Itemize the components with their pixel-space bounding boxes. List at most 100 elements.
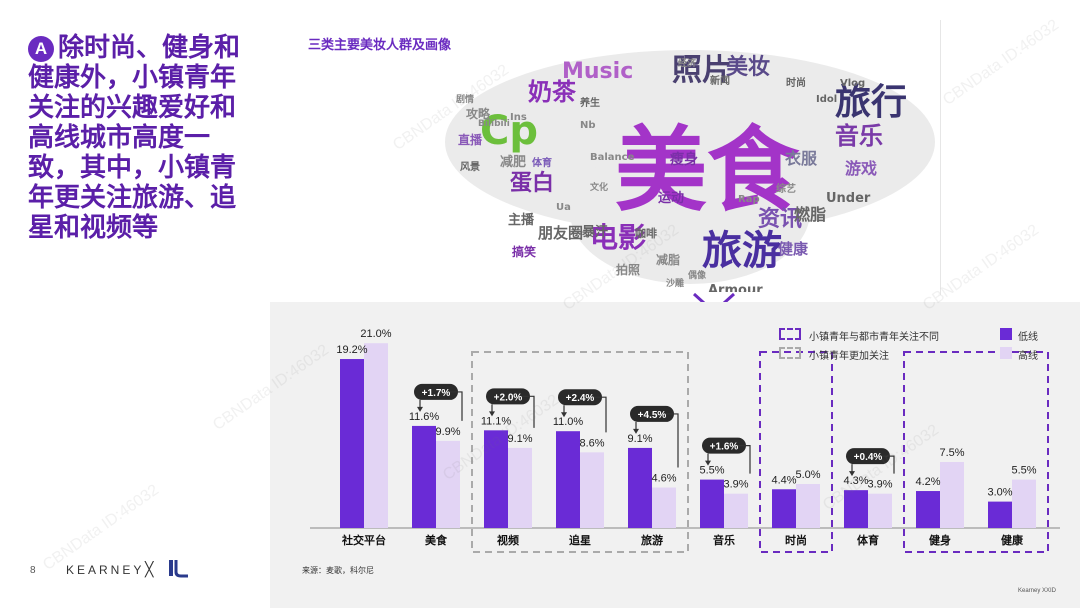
data-label-low: 19.2% xyxy=(336,344,367,356)
legend-low-swatch xyxy=(1000,328,1012,340)
group-box-different xyxy=(759,351,833,553)
word-cloud-word: 时尚 xyxy=(786,76,806,89)
word-cloud-word: 沙雕 xyxy=(666,277,684,289)
word-cloud-word: 衣服 xyxy=(785,149,818,168)
word-cloud-word: Bilibili xyxy=(478,119,510,129)
word-cloud-word: 朋友圈 xyxy=(538,224,583,242)
diff-arrow-head xyxy=(417,406,423,412)
bar-high xyxy=(1012,479,1036,528)
word-cloud-word: 音乐 xyxy=(835,122,883,150)
data-label-low: 11.0% xyxy=(553,416,584,428)
diff-bracket xyxy=(450,391,463,421)
bar-low xyxy=(700,479,724,528)
word-cloud-word: 综艺 xyxy=(776,182,796,195)
legend-more-swatch xyxy=(779,347,801,359)
diff-pill xyxy=(414,383,458,400)
bar-high xyxy=(580,452,604,528)
diff-label: +0.4% xyxy=(854,452,883,463)
bar-high xyxy=(940,462,964,528)
group-box-more-focus xyxy=(471,351,689,553)
bar-low xyxy=(844,490,868,528)
data-label-low: 11.1% xyxy=(481,415,512,427)
data-label-high: 21.0% xyxy=(360,328,391,340)
data-label-low: 3.0% xyxy=(987,487,1012,499)
word-cloud-word: Armour xyxy=(708,283,763,292)
word-cloud-word: 新闻 xyxy=(710,74,730,87)
word-cloud-word: 蛋白 xyxy=(510,170,554,196)
data-label-high: 4.6% xyxy=(651,473,676,485)
data-label-high: 5.5% xyxy=(1011,465,1036,477)
data-label-high: 7.5% xyxy=(939,447,964,459)
word-cloud-word: 文化 xyxy=(589,181,608,193)
word-cloud-word: Music xyxy=(562,59,633,84)
word-cloud-word: 瘦身 xyxy=(670,151,698,168)
word-cloud-word: Under xyxy=(826,191,871,206)
data-label-high: 9.9% xyxy=(435,426,460,438)
word-cloud-word: 美食 xyxy=(615,117,800,224)
diff-label: +1.7% xyxy=(422,388,451,399)
section-badge: A xyxy=(28,36,54,62)
legend-high-label: 高线 xyxy=(1018,351,1038,362)
data-label-low: 11.6% xyxy=(409,411,440,423)
word-cloud-word: 搞笑 xyxy=(512,244,536,259)
word-cloud-word: 主播 xyxy=(508,212,535,228)
bar-high xyxy=(652,487,676,528)
diff-arrow-head xyxy=(489,411,495,417)
data-label-high: 3.9% xyxy=(723,479,748,491)
data-label-high: 3.9% xyxy=(867,479,892,491)
diff-bracket xyxy=(666,413,679,468)
data-label-low: 9.1% xyxy=(627,433,652,445)
legend-different-swatch xyxy=(779,328,801,340)
word-cloud-word: 游戏 xyxy=(845,159,877,178)
word-cloud-word: 燃脂 xyxy=(794,205,826,224)
bar-low xyxy=(916,491,940,528)
category-label: 健康 xyxy=(1001,533,1024,547)
watermark: CBNData ID:46032 xyxy=(940,16,1062,109)
category-label: 美食 xyxy=(425,533,448,547)
word-cloud-word: 养生 xyxy=(579,96,600,109)
diff-bracket xyxy=(738,445,751,474)
word-cloud-word: 运动 xyxy=(658,191,684,206)
word-cloud-word: Nb xyxy=(580,120,596,131)
word-cloud-word: 剧情 xyxy=(456,93,474,105)
word-cloud-word: 偶像 xyxy=(688,269,707,281)
bar-high xyxy=(796,484,820,528)
bar-high xyxy=(436,440,460,528)
category-label: 音乐 xyxy=(713,533,735,547)
legend-low-label: 低线 xyxy=(1018,332,1038,343)
category-label: 追星 xyxy=(569,533,591,547)
word-cloud-word: 拍照 xyxy=(616,262,640,277)
data-label-high: 5.0% xyxy=(795,469,820,481)
diff-arrow-head xyxy=(849,471,855,477)
word-cloud-word: 咖啡 xyxy=(635,226,657,240)
word-cloud-word: 攻略 xyxy=(466,106,491,121)
word-cloud-word: 经济 xyxy=(678,57,697,69)
word-cloud-word: 暴汗 xyxy=(581,224,608,240)
word-cloud-word: Cp xyxy=(480,108,538,154)
bar-chart: 19.2% 21.0% 社交平台 11.6% 9.9% 美食 11.1% 9.1% 视频 11.0… xyxy=(310,328,1060,553)
data-label-low: 4.4% xyxy=(771,474,796,486)
bar-low xyxy=(772,489,796,528)
bar-low xyxy=(340,359,364,528)
word-cloud-word: Ins xyxy=(510,112,527,123)
word-cloud-word: 健康 xyxy=(778,240,809,258)
word-cloud-word: Idol xyxy=(816,94,837,105)
word-cloud-word: 照片 xyxy=(672,53,732,88)
word-cloud-word: 体育 xyxy=(532,156,552,169)
diff-bracket xyxy=(522,395,535,428)
bar-low xyxy=(628,447,652,528)
group-box-different xyxy=(903,351,1049,553)
diff-pill xyxy=(702,437,746,454)
diff-label: +1.6% xyxy=(710,442,739,453)
bar-low xyxy=(412,425,436,528)
word-cloud-word: 旅游 xyxy=(702,228,782,274)
word-cloud-word: 风景 xyxy=(460,161,480,173)
bar-high xyxy=(724,493,748,528)
diff-pill xyxy=(486,388,530,405)
headline: A 除时尚、健身和健康外，小镇青年关注的兴趣爱好和高线城市高度一致，其中，小镇青年… xyxy=(28,32,248,242)
category-label: 旅游 xyxy=(641,533,663,547)
word-cloud-word: Balance xyxy=(590,152,635,163)
word-cloud-word: 减脂 xyxy=(656,252,680,267)
headline-text: 除时尚、健身和健康外，小镇青年关注的兴趣爱好和高线城市高度一致，其中，小镇青年更… xyxy=(28,32,241,242)
